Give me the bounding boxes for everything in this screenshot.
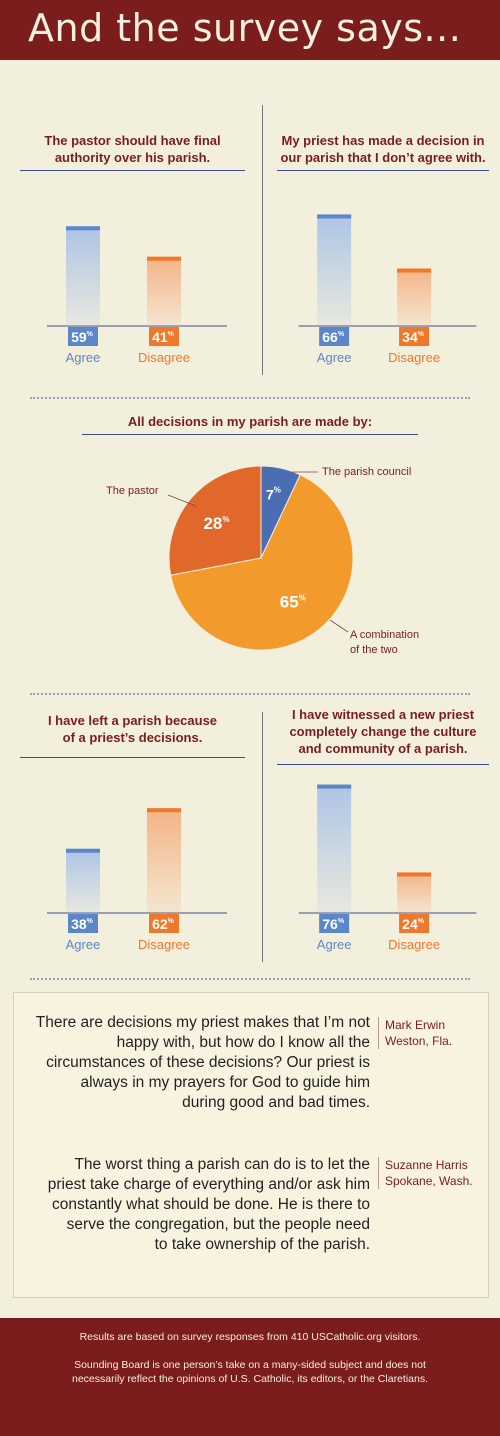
- bar-agree: [66, 226, 100, 326]
- page-title: And the survey says...: [28, 6, 462, 50]
- quote-author: Mark Erwin: [385, 1018, 446, 1032]
- chart-title: I have left a parish because of a priest…: [20, 712, 245, 746]
- title-underline: [20, 757, 245, 758]
- chart-disagree-decision: My priest has made a decision in our par…: [272, 130, 494, 370]
- chart-title-line: I have witnessed a new priest: [291, 707, 475, 722]
- bar-disagree: [397, 268, 432, 326]
- category-label: Disagree: [388, 350, 440, 365]
- vertical-divider: [262, 712, 263, 962]
- bar-cap: [147, 808, 181, 813]
- quote-line: to take ownership of the parish.: [154, 1236, 370, 1253]
- bar-disagree: [147, 256, 181, 326]
- quote-line: priest take charge of everything and/or …: [47, 1176, 370, 1193]
- footer: Results are based on survey responses fr…: [0, 1318, 500, 1436]
- quote-line: during good and bad times.: [182, 1094, 370, 1111]
- leader-line: [167, 494, 197, 507]
- chart-left-parish: I have left a parish because of a priest…: [20, 712, 245, 957]
- bar-cap: [66, 226, 100, 231]
- value-badge: [149, 914, 179, 933]
- chart-title-line: I have left a parish because: [47, 713, 218, 728]
- quote-text: The worst thing a parish can do is to le…: [22, 1155, 370, 1255]
- category-label: Disagree: [388, 937, 440, 952]
- quote-text: There are decisions my priest makes that…: [22, 1013, 370, 1113]
- chart-decision-makers: All decisions in my parish are made by: …: [0, 410, 500, 680]
- value-badge: [149, 327, 179, 346]
- category-label: Disagree: [138, 937, 190, 952]
- quote-attribution: Suzanne Harris Spokane, Wash.: [378, 1157, 473, 1189]
- bar-disagree: [397, 872, 432, 913]
- value-badge: [68, 914, 98, 933]
- footer-disclaimer-line: necessarily reflect the opinions of U.S.…: [72, 1373, 428, 1385]
- quote-line: happy with, but how do I know all the: [116, 1034, 370, 1051]
- chart-title-line: completely change the culture: [289, 724, 477, 739]
- value-badge: [319, 327, 350, 346]
- bar-cap: [397, 872, 432, 877]
- quote-line: constantly what should be done. He is th…: [52, 1196, 370, 1213]
- chart-title-line: our parish that I don’t agree with.: [280, 150, 486, 165]
- bar-cap: [66, 848, 100, 853]
- bar-cap: [147, 256, 181, 261]
- vertical-divider: [262, 105, 263, 375]
- leader-line: [329, 619, 349, 633]
- category-label: Disagree: [138, 350, 190, 365]
- chart-title-line: of a priest’s decisions.: [62, 730, 203, 745]
- quote-line: serve the congregation, but the people n…: [66, 1216, 370, 1233]
- slice-pastor: [168, 465, 262, 576]
- quote-place: Weston, Fla.: [385, 1034, 453, 1048]
- dotted-separator: [30, 693, 470, 695]
- category-label: Agree: [66, 937, 101, 952]
- bar-agree: [66, 848, 100, 913]
- label-combination: of the two: [350, 644, 398, 656]
- bar-agree: [317, 784, 352, 913]
- title-underline: [277, 764, 489, 765]
- category-label: Agree: [317, 350, 352, 365]
- bar-cap: [317, 784, 352, 789]
- header-banner: And the survey says...: [0, 0, 500, 60]
- category-label: Agree: [66, 350, 101, 365]
- chart-pastor-authority: The pastor should have final authority o…: [20, 130, 245, 370]
- category-label: Agree: [317, 937, 352, 952]
- slice-combination: [170, 474, 354, 651]
- bar-cap: [397, 268, 432, 273]
- chart-new-priest-change: I have witnessed a new priest completely…: [272, 706, 494, 957]
- quote-author: Suzanne Harris: [385, 1158, 468, 1172]
- label-parish-council: The parish council: [322, 466, 411, 478]
- dotted-separator: [30, 397, 470, 399]
- value-badge: [68, 327, 98, 346]
- chart-title-line: My priest has made a decision in: [281, 133, 485, 148]
- title-underline: [277, 170, 489, 171]
- quote-place: Spokane, Wash.: [385, 1174, 473, 1188]
- value-badge: [319, 914, 350, 933]
- quotes-box: There are decisions my priest makes that…: [13, 992, 489, 1298]
- dotted-separator: [30, 978, 470, 980]
- bar-agree: [317, 214, 352, 326]
- quote-line: There are decisions my priest makes that…: [35, 1014, 370, 1031]
- chart-title: The pastor should have final authority o…: [20, 132, 245, 166]
- chart-title: I have witnessed a new priest completely…: [272, 706, 494, 757]
- chart-title-line: The pastor should have final: [44, 133, 221, 148]
- footer-disclaimer-line: Sounding Board is one person’s take on a…: [74, 1359, 426, 1371]
- label-combination: A combination: [350, 629, 419, 641]
- bar-disagree: [147, 808, 181, 913]
- title-underline: [20, 170, 245, 171]
- footer-source: Results are based on survey responses fr…: [79, 1331, 421, 1343]
- value-badge: [399, 914, 430, 933]
- chart-title: All decisions in my parish are made by:: [127, 414, 373, 429]
- bar-cap: [317, 214, 352, 219]
- chart-title: My priest has made a decision in our par…: [272, 132, 494, 166]
- label-pastor: The pastor: [106, 485, 159, 497]
- title-underline: [82, 434, 418, 435]
- quote-line: circumstances of these decisions? Our pr…: [46, 1054, 370, 1071]
- quote-attribution: Mark Erwin Weston, Fla.: [378, 1017, 452, 1049]
- value-badge: [399, 327, 430, 346]
- chart-title-line: and community of a parish.: [298, 741, 468, 756]
- chart-title-line: authority over his parish.: [54, 150, 211, 165]
- quote-line: always in my prayers for God to guide hi…: [80, 1074, 370, 1091]
- quote-line: The worst thing a parish can do is to le…: [74, 1156, 370, 1173]
